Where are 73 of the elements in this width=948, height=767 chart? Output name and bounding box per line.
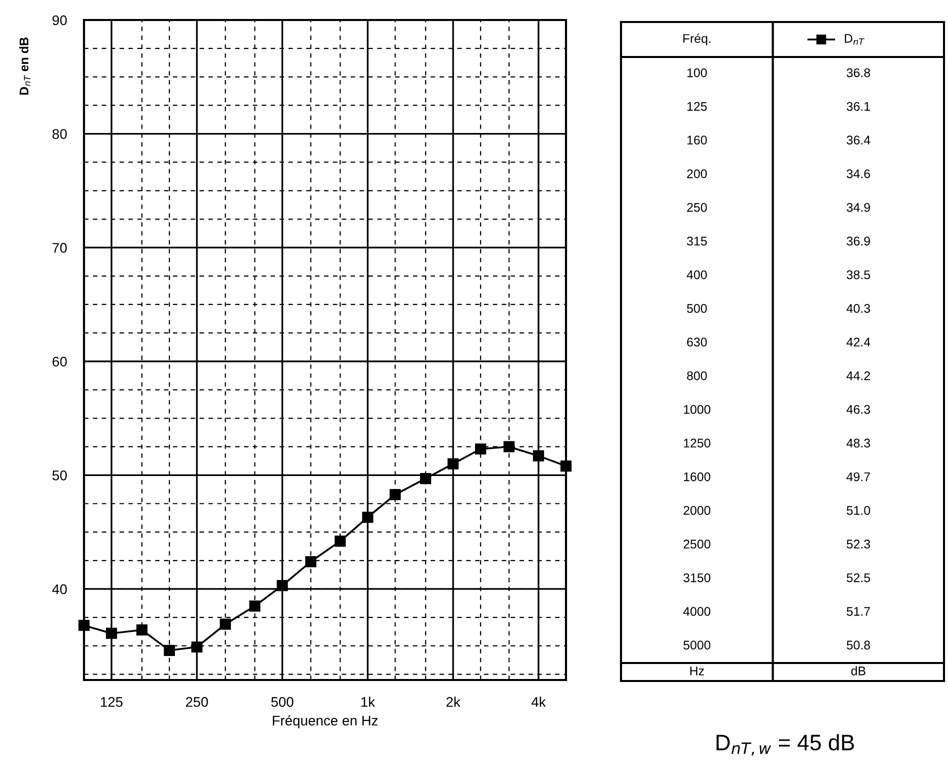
x-tick-label: 250 xyxy=(186,697,208,707)
text: Fréq. xyxy=(683,34,710,46)
text: 36.1 xyxy=(846,102,870,111)
text: 51.7 xyxy=(846,607,870,616)
y-tick-label: 90 xyxy=(52,15,67,26)
point xyxy=(191,641,202,653)
x-axis-title: Fréquence en Hz xyxy=(272,715,378,728)
category-label: 800 xyxy=(687,371,707,380)
text: 36.4 xyxy=(846,136,870,145)
x-tick-label: 500 xyxy=(271,697,294,707)
category-label: 1600 xyxy=(684,472,710,482)
text: 40.3 xyxy=(846,304,870,313)
text: 44.2 xyxy=(846,371,870,380)
text: 36.8 xyxy=(846,68,870,78)
text: 36.9 xyxy=(846,236,870,246)
text: 46.3 xyxy=(846,405,870,414)
point xyxy=(448,458,459,470)
text: 38.5 xyxy=(846,270,870,280)
category-label: 500 xyxy=(686,304,707,313)
y-tick-label: 70 xyxy=(52,242,67,253)
text: 49.7 xyxy=(846,472,870,482)
point xyxy=(220,618,231,630)
y-tick-label: 80 xyxy=(52,129,67,139)
text: 48.3 xyxy=(846,438,870,448)
point xyxy=(560,460,572,472)
category-label: 4000 xyxy=(683,607,710,616)
category-label: 3150 xyxy=(683,573,710,582)
point xyxy=(136,624,148,636)
category-label: 200 xyxy=(687,169,707,178)
y-tick-label: 40 xyxy=(52,584,67,594)
category-label: 125 xyxy=(687,102,707,111)
text: 51.0 xyxy=(846,506,870,515)
point xyxy=(504,441,515,452)
point xyxy=(106,628,118,639)
point xyxy=(390,488,401,500)
text: 52.5 xyxy=(846,573,870,582)
text: 34.6 xyxy=(846,169,870,178)
x-tick-label: 125 xyxy=(100,697,122,707)
category-label: 2500 xyxy=(684,540,710,549)
x-tick-label: 2k xyxy=(446,696,460,707)
y-axis-title: D$_{nT}$ en dB xyxy=(19,38,30,95)
category-label: 315 xyxy=(686,236,707,246)
category-label: 250 xyxy=(687,203,707,212)
point xyxy=(276,580,288,592)
y-tick-label: 60 xyxy=(52,356,67,367)
text: 34.9 xyxy=(846,203,870,212)
point xyxy=(164,644,175,656)
point xyxy=(475,443,486,455)
point xyxy=(334,536,346,547)
x-tick-label: 1k xyxy=(361,696,376,707)
category-label: 5000 xyxy=(684,640,710,650)
text: 52.3 xyxy=(846,540,870,549)
point xyxy=(362,512,374,523)
y-tick-label: 50 xyxy=(52,470,67,480)
text: D$_{nT,w}$ = 45 dB xyxy=(716,734,854,756)
point xyxy=(532,450,544,462)
x-tick-label: 4k xyxy=(531,696,546,707)
text: dB xyxy=(851,666,866,676)
category-label: 630 xyxy=(687,338,707,347)
category-label: 160 xyxy=(687,136,707,145)
point xyxy=(305,556,316,568)
category-label: 100 xyxy=(687,68,707,78)
point xyxy=(249,600,260,612)
text: 42.4 xyxy=(846,338,870,346)
text: Hz xyxy=(690,666,704,676)
category-label: 1250 xyxy=(684,438,710,448)
category-label: 1000 xyxy=(684,405,710,414)
point xyxy=(420,473,432,484)
point xyxy=(78,620,90,631)
category-label: 2000 xyxy=(684,506,710,515)
category-label: 400 xyxy=(686,270,707,280)
legend-label: D$_{nT}$ xyxy=(844,34,864,45)
text: 50.8 xyxy=(846,640,870,650)
